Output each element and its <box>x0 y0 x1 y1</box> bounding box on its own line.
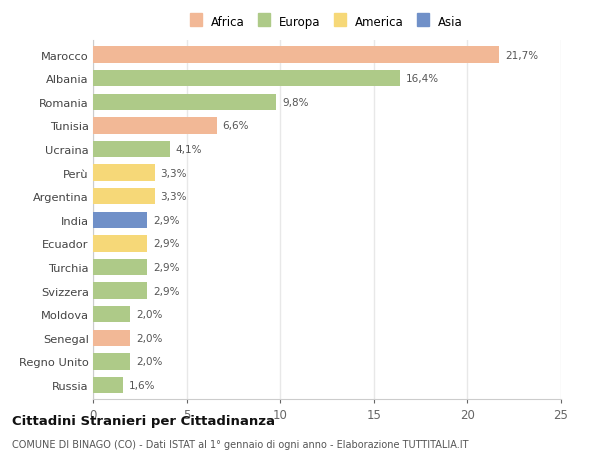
Bar <box>93 212 147 229</box>
Bar <box>93 94 277 111</box>
Text: 2,9%: 2,9% <box>153 239 179 249</box>
Text: 2,0%: 2,0% <box>136 333 163 343</box>
Bar <box>93 165 155 181</box>
Text: Cittadini Stranieri per Cittadinanza: Cittadini Stranieri per Cittadinanza <box>12 414 275 428</box>
Text: 4,1%: 4,1% <box>175 145 202 155</box>
Legend: Africa, Europa, America, Asia: Africa, Europa, America, Asia <box>189 13 465 31</box>
Bar <box>93 71 400 87</box>
Text: 2,9%: 2,9% <box>153 215 179 225</box>
Text: 21,7%: 21,7% <box>505 50 538 61</box>
Bar <box>93 47 499 64</box>
Bar <box>93 141 170 158</box>
Bar <box>93 353 130 370</box>
Text: 2,0%: 2,0% <box>136 309 163 319</box>
Bar <box>93 377 123 393</box>
Text: 2,0%: 2,0% <box>136 357 163 367</box>
Text: 1,6%: 1,6% <box>128 380 155 390</box>
Text: COMUNE DI BINAGO (CO) - Dati ISTAT al 1° gennaio di ogni anno - Elaborazione TUT: COMUNE DI BINAGO (CO) - Dati ISTAT al 1°… <box>12 440 469 449</box>
Text: 2,9%: 2,9% <box>153 263 179 273</box>
Bar <box>93 118 217 134</box>
Bar <box>93 330 130 347</box>
Text: 3,3%: 3,3% <box>160 168 187 178</box>
Text: 6,6%: 6,6% <box>222 121 248 131</box>
Text: 2,9%: 2,9% <box>153 286 179 296</box>
Text: 9,8%: 9,8% <box>282 98 308 107</box>
Bar <box>93 283 147 299</box>
Text: 3,3%: 3,3% <box>160 192 187 202</box>
Bar <box>93 306 130 323</box>
Bar <box>93 259 147 276</box>
Text: 16,4%: 16,4% <box>406 74 439 84</box>
Bar <box>93 189 155 205</box>
Bar <box>93 235 147 252</box>
